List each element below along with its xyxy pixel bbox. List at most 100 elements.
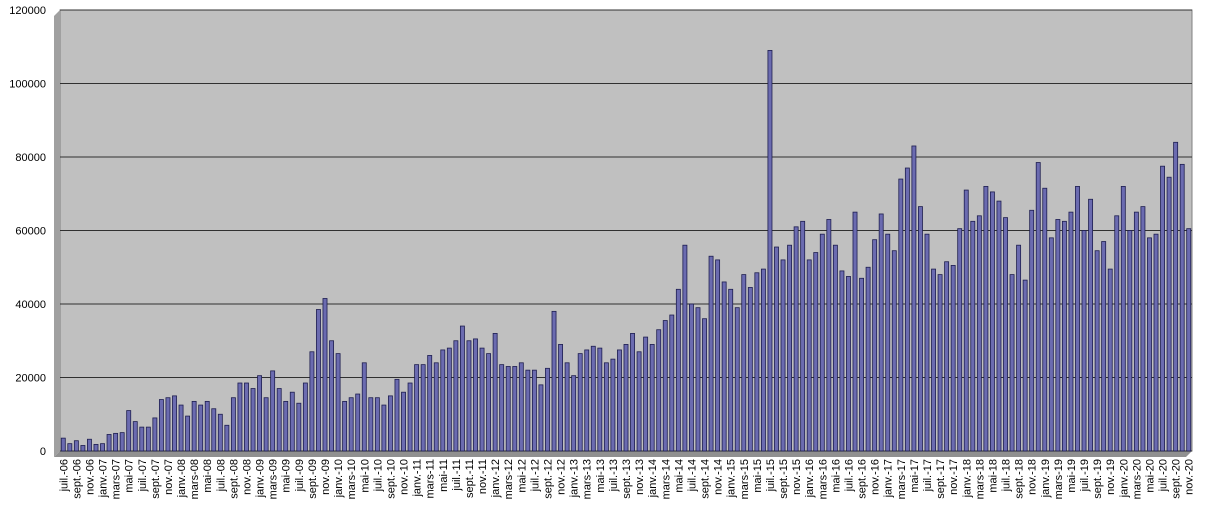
bar bbox=[1153, 233, 1159, 452]
x-tick-label: mars-15 bbox=[739, 459, 751, 499]
x-tick-label: mai-16 bbox=[830, 459, 842, 493]
bar bbox=[1048, 237, 1054, 452]
bar bbox=[891, 250, 897, 452]
x-tick-label: sept.-14 bbox=[700, 459, 712, 499]
bar bbox=[806, 259, 812, 452]
bar bbox=[689, 303, 694, 452]
bar bbox=[505, 366, 511, 452]
bar bbox=[224, 424, 230, 452]
x-tick-label: mai-18 bbox=[987, 459, 999, 493]
bar bbox=[675, 288, 681, 452]
bar bbox=[440, 349, 446, 452]
bar bbox=[302, 382, 308, 452]
bar bbox=[126, 410, 132, 452]
bar bbox=[348, 397, 354, 452]
bar bbox=[374, 397, 380, 452]
x-tick-label: mars-10 bbox=[346, 459, 358, 499]
bar bbox=[1160, 165, 1165, 452]
x-tick-label: juil.-14 bbox=[686, 459, 698, 492]
x-tick-label: janv.-17 bbox=[883, 459, 895, 498]
y-tick-label: 40000 bbox=[15, 299, 46, 311]
bar bbox=[427, 355, 433, 452]
bar bbox=[531, 369, 537, 452]
bar bbox=[198, 404, 204, 452]
bar bbox=[191, 400, 197, 452]
bar bbox=[1042, 187, 1048, 452]
bar bbox=[322, 298, 328, 452]
bar bbox=[381, 404, 387, 452]
bar bbox=[263, 397, 269, 452]
bar bbox=[617, 349, 622, 452]
x-tick-label: sept.-07 bbox=[150, 459, 162, 499]
bar bbox=[257, 375, 263, 452]
bar bbox=[996, 200, 1002, 452]
y-tick-label: 0 bbox=[40, 446, 46, 458]
x-tick-label: juil.-15 bbox=[765, 459, 777, 492]
bar bbox=[525, 369, 531, 452]
x-tick-label: janv.-19 bbox=[1040, 459, 1052, 498]
x-tick-label: juil.-09 bbox=[294, 459, 306, 492]
x-tick-label: janv.-11 bbox=[412, 459, 424, 498]
x-tick-label: mars-07 bbox=[111, 459, 123, 499]
x-tick-label: nov.-13 bbox=[634, 459, 646, 495]
bar bbox=[178, 404, 184, 452]
x-tick-label: sept.-17 bbox=[935, 459, 947, 499]
bar bbox=[610, 358, 616, 452]
bar bbox=[355, 393, 361, 452]
bar bbox=[250, 388, 256, 452]
x-tick-label: mai-11 bbox=[438, 459, 450, 492]
x-tick-label: juil.-19 bbox=[1079, 459, 1091, 492]
x-tick-label: sept.-16 bbox=[857, 459, 869, 499]
bar bbox=[80, 445, 86, 452]
bar bbox=[702, 318, 707, 452]
x-tick-label: mai-07 bbox=[124, 459, 136, 493]
x-tick-label: mai-13 bbox=[595, 459, 607, 493]
bar bbox=[741, 274, 747, 452]
bar bbox=[584, 349, 590, 452]
bar bbox=[368, 397, 374, 452]
x-tick-label: nov.-10 bbox=[399, 459, 411, 495]
x-tick-label: mai-17 bbox=[909, 459, 921, 493]
bar bbox=[211, 408, 217, 452]
bar bbox=[204, 400, 210, 452]
bar bbox=[813, 252, 819, 452]
x-tick-label: sept.-06 bbox=[71, 459, 83, 499]
x-tick-label: mars-14 bbox=[660, 459, 672, 499]
bar bbox=[872, 239, 878, 452]
bar bbox=[767, 50, 773, 452]
bar bbox=[1022, 279, 1028, 452]
bar bbox=[106, 434, 112, 452]
x-tick-label: mars-09 bbox=[268, 459, 280, 499]
bar bbox=[551, 310, 557, 452]
bar bbox=[67, 443, 73, 452]
x-tick-label: janv.-14 bbox=[647, 459, 659, 498]
bar bbox=[1094, 250, 1100, 452]
x-tick-label: sept.-11 bbox=[464, 459, 476, 498]
x-tick-label: juil.-08 bbox=[215, 459, 227, 492]
bar bbox=[603, 362, 609, 452]
bar bbox=[630, 332, 635, 452]
bar bbox=[342, 400, 348, 452]
bar bbox=[414, 364, 420, 452]
bar bbox=[230, 397, 236, 452]
bar bbox=[983, 185, 989, 452]
bar bbox=[754, 272, 760, 452]
bar bbox=[957, 228, 963, 452]
x-tick-label: mai-09 bbox=[281, 459, 293, 493]
x-tick-label: janv.-20 bbox=[1118, 459, 1130, 498]
x-tick-label: nov.-18 bbox=[1027, 459, 1039, 495]
x-tick-label: nov.-14 bbox=[713, 459, 725, 495]
bar bbox=[846, 276, 851, 452]
bar bbox=[636, 351, 642, 452]
bar bbox=[217, 413, 223, 452]
bar bbox=[911, 145, 917, 452]
bar bbox=[518, 362, 524, 452]
x-tick-label: nov.-09 bbox=[320, 459, 332, 495]
bar bbox=[839, 270, 845, 452]
x-tick-label: mai-15 bbox=[752, 459, 764, 493]
x-tick-label: juil.-17 bbox=[922, 459, 934, 492]
bar bbox=[1068, 211, 1074, 452]
x-tick-label: mai-10 bbox=[359, 459, 371, 493]
bar bbox=[1147, 237, 1152, 452]
bar bbox=[747, 287, 753, 452]
